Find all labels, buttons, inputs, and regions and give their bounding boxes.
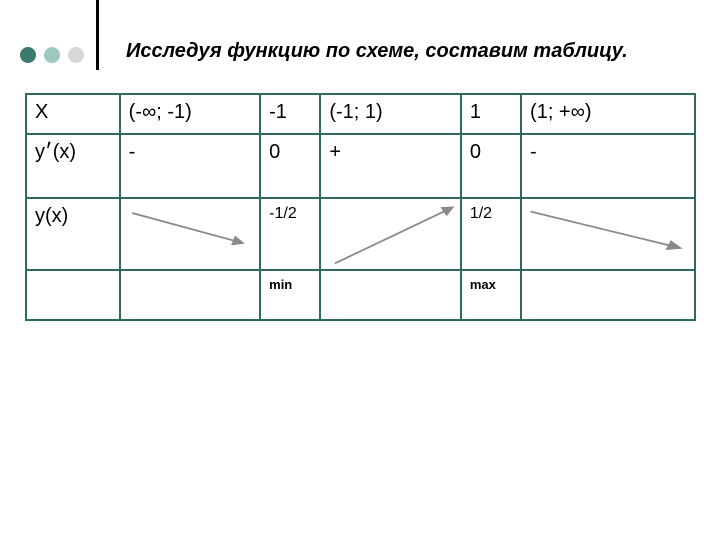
cell-y-3: 1/2	[461, 198, 521, 270]
cell-yp-3: 0	[461, 134, 521, 198]
arrow-decreasing-2	[522, 199, 694, 269]
pagination-dots	[20, 47, 84, 63]
analysis-table: X (-∞; -1) -1 (-1; 1) 1 (1; +∞) y׳(x) - …	[25, 93, 696, 321]
vertical-divider	[96, 0, 99, 70]
cell-x-3: 1	[461, 94, 521, 134]
cell-mm-0	[120, 270, 260, 320]
cell-mm-2	[320, 270, 460, 320]
cell-x-label: X	[26, 94, 120, 134]
cell-mm-3: max	[461, 270, 521, 320]
row-y: y(x) -1/2 1/2	[26, 198, 695, 270]
row-x: X (-∞; -1) -1 (-1; 1) 1 (1; +∞)	[26, 94, 695, 134]
dot-3	[68, 47, 84, 63]
arrow-decreasing-1	[121, 199, 259, 269]
cell-x-0: (-∞; -1)	[120, 94, 260, 134]
cell-y-4	[521, 198, 695, 270]
cell-y-1: -1/2	[260, 198, 320, 270]
cell-yp-2: +	[320, 134, 460, 198]
cell-mm-1: min	[260, 270, 320, 320]
cell-yp-1: 0	[260, 134, 320, 198]
cell-x-1: -1	[260, 94, 320, 134]
cell-yp-label: y׳(x)	[26, 134, 120, 198]
cell-y-2	[320, 198, 460, 270]
cell-y-label: y(x)	[26, 198, 120, 270]
slide-title: Исследуя функцию по схеме, составим табл…	[126, 40, 628, 63]
cell-yp-4: -	[521, 134, 695, 198]
cell-y-0	[120, 198, 260, 270]
cell-mm-label	[26, 270, 120, 320]
cell-x-4: (1; +∞)	[521, 94, 695, 134]
cell-x-2: (-1; 1)	[320, 94, 460, 134]
row-minmax: min max	[26, 270, 695, 320]
cell-yp-0: -	[120, 134, 260, 198]
dot-1	[20, 47, 36, 63]
row-yprime: y׳(x) - 0 + 0 -	[26, 134, 695, 198]
arrow-increasing	[321, 199, 459, 269]
dot-2	[44, 47, 60, 63]
cell-mm-4	[521, 270, 695, 320]
